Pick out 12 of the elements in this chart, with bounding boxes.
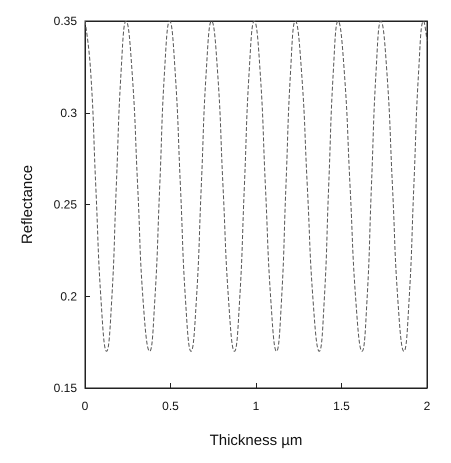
x-axis-title: Thickness µm: [210, 432, 302, 449]
y-axis-title: Reflectance: [19, 164, 36, 244]
x-tick-label: 1: [252, 399, 260, 413]
y-tick-label: 0.15: [54, 381, 78, 395]
x-tick-label: 2: [424, 399, 431, 413]
y-tick-label: 0.3: [60, 106, 78, 120]
x-tick-label: 1.5: [333, 399, 350, 413]
y-tick-label: 0.35: [54, 14, 78, 28]
y-tick-label: 0.2: [60, 289, 78, 304]
x-tick-label: 0: [82, 399, 89, 413]
x-tick-label: 0.5: [162, 399, 180, 413]
y-tick-label: 0.25: [54, 198, 78, 212]
